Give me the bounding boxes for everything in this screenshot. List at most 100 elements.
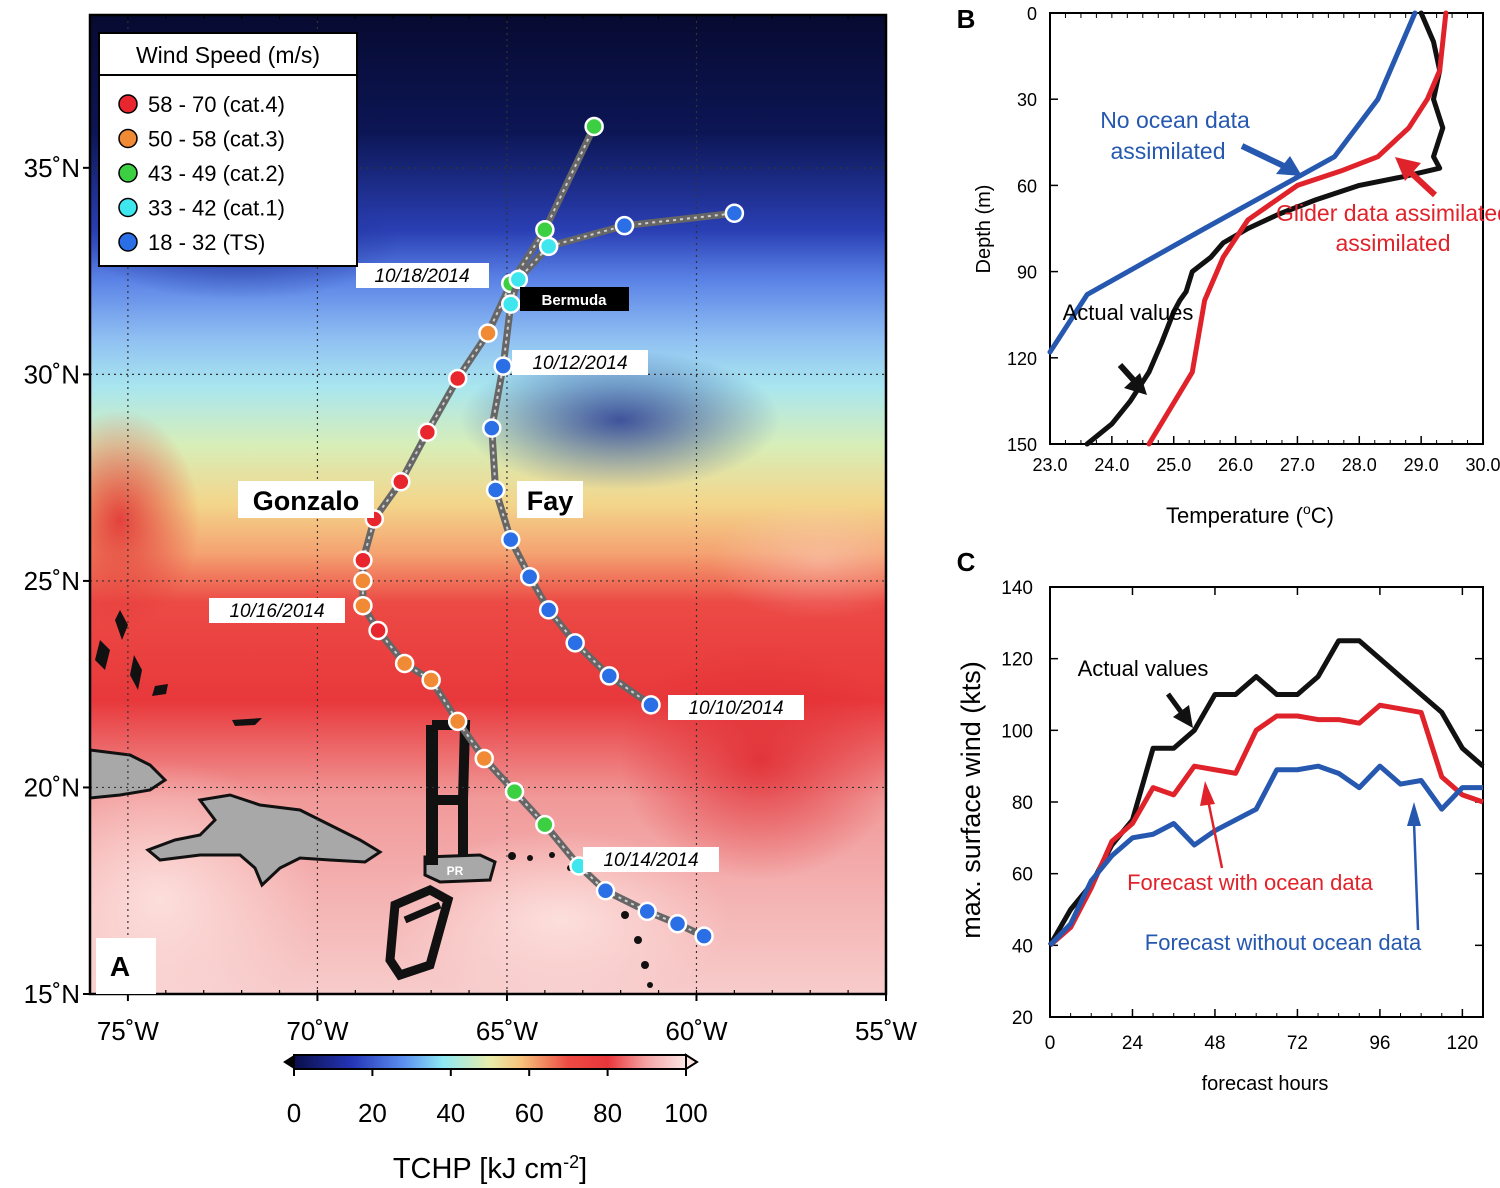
map-lon-tick-label: 65˚W xyxy=(476,1016,539,1046)
panel-b-ytick-label: 0 xyxy=(1027,4,1037,24)
panel-b-xtick-label: 28.0 xyxy=(1342,455,1377,475)
panel-b-xtick-label: 26.0 xyxy=(1218,455,1253,475)
panel-c-xtick-label: 72 xyxy=(1287,1033,1308,1054)
panel-a-map: 75˚W 70˚W 65˚W 60˚W 55˚W 15˚N 20˚N 25˚N 30˚N 35˚N… xyxy=(24,13,918,1185)
panel-c-ytick-label: 140 xyxy=(1001,578,1033,599)
panel-b-ytick-label: 150 xyxy=(1007,435,1037,455)
legend-label-cat4: 58 - 70 (cat.4) xyxy=(148,92,285,117)
panel-c-ylabel: max. surface wind (kts) xyxy=(956,661,986,939)
panel-b-ytick-label: 30 xyxy=(1017,90,1037,110)
annot-without-ocean-data: Forecast without ocean data xyxy=(1145,930,1422,955)
panel-c-xtick-label: 48 xyxy=(1204,1033,1225,1054)
panel-c-line-with_ocean xyxy=(1048,702,1484,948)
legend-marker-cat3 xyxy=(118,128,138,149)
panel-c-ytick-label: 120 xyxy=(1001,650,1033,671)
annot-actual-values-b: Actual values xyxy=(1063,300,1194,325)
legend-marker-cat4 xyxy=(118,94,138,114)
legend-marker-cat1 xyxy=(118,197,138,218)
track-point-fay xyxy=(508,269,529,290)
map-lat-tick-label: 30˚N xyxy=(24,359,80,389)
legend-label-cat3: 50 - 58 (cat.3) xyxy=(148,127,285,152)
track-point-fay xyxy=(500,529,521,550)
track-point-fay xyxy=(482,418,502,438)
panel-c-surface-wind: C 0 24 48 72 96 120 20 40 60 80 100 120 140 max. sur… xyxy=(956,547,1485,1095)
track-point-gonzalo xyxy=(504,781,525,802)
date-label-1018: 10/18/2014 xyxy=(374,266,469,287)
annot-actual-values-c: Actual values xyxy=(1078,656,1209,681)
glider-tracks xyxy=(385,720,471,981)
panel-b-line-without_ocean xyxy=(1047,10,1418,355)
panel-c-frame xyxy=(1049,586,1484,1018)
track-point-fay xyxy=(500,294,521,314)
panel-c-ytick-label: 80 xyxy=(1012,793,1033,814)
panel-c-series xyxy=(1047,638,1485,948)
place-label-pr: PR xyxy=(447,864,464,878)
track-point-gonzalo xyxy=(637,901,657,922)
panel-b-ticks: 23.0 24.0 25.0 26.0 27.0 28.0 29.0 30.0 0 30 60 90 1… xyxy=(1007,4,1500,475)
track-point-fay xyxy=(614,215,635,236)
panel-b-frame xyxy=(1049,12,1484,445)
map-ticks: 75˚W 70˚W 65˚W 60˚W 55˚W 15˚N 20˚N 25˚N 30˚N 35˚N xyxy=(24,15,918,1046)
panel-label-c: C xyxy=(957,547,976,577)
track-point-gonzalo xyxy=(353,595,373,616)
track-point-fay xyxy=(493,356,513,376)
storm-label-gonzalo: Gonzalo xyxy=(253,486,360,516)
map-lon-tick-label: 75˚W xyxy=(97,1016,160,1046)
colorbar-tick-label: 0 xyxy=(287,1098,301,1128)
panel-b-ytick-label: 60 xyxy=(1017,176,1037,196)
panel-b-xtick-label: 27.0 xyxy=(1280,455,1315,475)
panel-b-xtick-label: 23.0 xyxy=(1032,455,1067,475)
track-point-gonzalo xyxy=(667,914,688,934)
colorbar-label: TCHP [kJ cm-2] xyxy=(393,1152,587,1185)
map-frame xyxy=(88,13,888,996)
panel-c-ytick-label: 40 xyxy=(1012,936,1033,957)
track-point-gonzalo xyxy=(391,472,411,492)
land-masses xyxy=(90,278,653,988)
wind-speed-legend: Wind Speed (m/s) 58 - 70 (cat.4) 50 - 58 … xyxy=(98,32,358,267)
annot-glider-data-line2: assimilated xyxy=(1335,230,1450,256)
map-labels: Gonzalo Fay 10/18/2014 10/12/2014 10/16/… xyxy=(209,263,804,878)
panel-c-xtick-label: 120 xyxy=(1447,1033,1479,1054)
map-lon-tick-label: 60˚W xyxy=(665,1016,728,1046)
track-point-gonzalo xyxy=(394,653,415,674)
panel-b-xtick-label: 24.0 xyxy=(1094,455,1129,475)
panel-b-xtick-label: 30.0 xyxy=(1465,455,1500,475)
tchp-colorbar: 0 20 40 60 80 100 TCHP [kJ cm-2] xyxy=(283,1053,708,1185)
track-point-gonzalo xyxy=(417,422,438,442)
date-label-1014: 10/14/2014 xyxy=(603,850,698,871)
panel-label-a: A xyxy=(96,938,156,994)
track-point-fay xyxy=(724,203,745,224)
panel-c-ticks: 0 24 48 72 96 120 20 40 60 80 100 120 140 xyxy=(1001,578,1484,1054)
track-point-fay xyxy=(565,633,585,653)
panel-b-line-actual xyxy=(1084,10,1446,447)
storm-tracks xyxy=(353,116,745,946)
map-lat-tick-label: 15˚N xyxy=(24,979,80,1009)
storm-label-fay: Fay xyxy=(527,486,574,516)
track-point-gonzalo xyxy=(421,670,441,690)
panel-c-ytick-label: 60 xyxy=(1012,865,1033,886)
map-lon-tick-label: 55˚W xyxy=(855,1016,918,1046)
track-point-gonzalo xyxy=(694,926,714,946)
track-point-gonzalo xyxy=(474,748,494,769)
track-point-gonzalo xyxy=(353,550,373,571)
panel-b-ytick-label: 90 xyxy=(1017,263,1037,283)
legend-title: Wind Speed (m/s) xyxy=(136,42,320,68)
panel-c-ytick-label: 20 xyxy=(1012,1008,1033,1029)
track-point-fay xyxy=(641,695,661,715)
track-point-gonzalo xyxy=(584,116,604,137)
panel-b-temperature-profile: B 23.0 24.0 25.0 26.0 27.0 28.0 29.0 30.0 0 30 60 9… xyxy=(957,4,1500,528)
colorbar-tick-label: 80 xyxy=(593,1098,622,1128)
map-lon-tick-label: 70˚W xyxy=(286,1016,349,1046)
panel-b-series xyxy=(1047,10,1449,447)
date-label-1012: 10/12/2014 xyxy=(532,353,627,374)
annot-no-ocean-data-line2: assimilated xyxy=(1110,138,1225,164)
annot-with-ocean-data: Forecast with ocean data xyxy=(1127,870,1374,895)
panel-b-ylabel: Depth (m) xyxy=(973,185,995,274)
map-lat-tick-label: 20˚N xyxy=(24,772,80,802)
track-point-fay xyxy=(538,600,559,620)
panel-b-line-with_ocean xyxy=(1146,10,1449,447)
panel-c-xlabel: forecast hours xyxy=(1202,1073,1329,1095)
track-point-gonzalo xyxy=(595,880,616,901)
annot-no-ocean-data: No ocean data xyxy=(1100,107,1250,133)
panel-c-annotations: Actual values Forecast with ocean data F… xyxy=(1078,656,1422,955)
